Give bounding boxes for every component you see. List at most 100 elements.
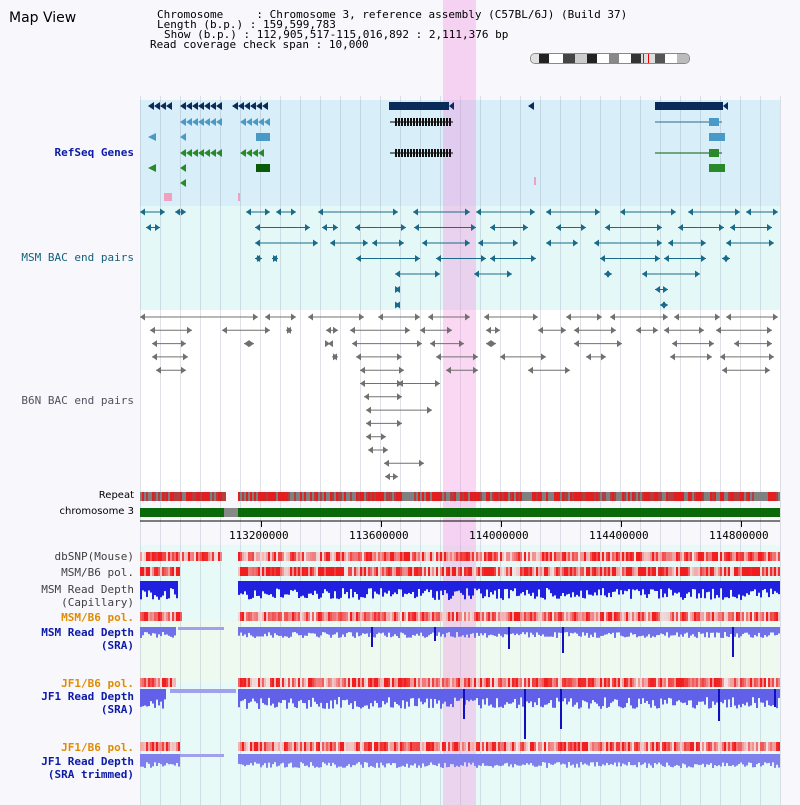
b6n-bac-pair: [417, 340, 422, 348]
polymorphism-cell: [440, 567, 442, 576]
read-depth-bar: [290, 754, 292, 763]
polymorphism-cell: [558, 742, 560, 751]
chromosome-ideogram[interactable]: [530, 53, 690, 64]
polymorphism-cell: [448, 567, 450, 576]
polymorphism-cell: [598, 612, 600, 621]
read-depth-bar: [388, 627, 390, 633]
polymorphism-cell: [554, 567, 556, 576]
read-depth-bar: [660, 754, 662, 765]
msm-bac-pair: [273, 255, 278, 262]
read-depth-bar: [440, 581, 442, 591]
polymorphism-cell: [254, 742, 256, 751]
read-depth-bar: [336, 627, 338, 633]
polymorphism-cell: [266, 742, 268, 751]
track-label-repeat[interactable]: Repeat: [98, 490, 134, 501]
polymorphism-cell: [690, 552, 692, 561]
msm-bac-pair: [688, 208, 693, 216]
b6n-bac-pair: [291, 313, 296, 321]
read-depth-bar: [522, 627, 524, 633]
read-depth-bar: [414, 754, 416, 764]
coverage-value: 10,000: [328, 38, 369, 51]
polymorphism-cell: [272, 678, 274, 687]
track-label-msm-b6-pol-2[interactable]: MSM/B6 pol.: [61, 611, 134, 624]
track-label-jf1-b6-pol-1[interactable]: JF1/B6 pol.: [61, 677, 134, 690]
repeat-block: [678, 492, 680, 501]
b6n-bac-pair: [150, 326, 155, 334]
read-depth-bar: [548, 581, 550, 590]
track-label-jf1-depth-trimmed[interactable]: JF1 Read Depth: [41, 755, 134, 768]
polymorphism-cell: [552, 567, 554, 576]
read-depth-bar: [526, 754, 528, 764]
gene-exon: [407, 149, 409, 157]
msm-bac-pair: [313, 239, 318, 247]
polymorphism-cell: [668, 567, 670, 576]
track-label-b6n-bac[interactable]: B6N BAC end pairs: [21, 394, 134, 407]
polymorphism-cell: [654, 678, 656, 687]
read-depth-bar: [266, 627, 268, 637]
polymorphism-cell: [434, 567, 436, 576]
track-label-jf1-b6-pol-2[interactable]: JF1/B6 pol.: [61, 741, 134, 754]
read-depth-bar: [580, 754, 582, 763]
track-label-msm-b6-pol-1[interactable]: MSM/B6 pol.: [61, 566, 134, 579]
read-depth-bar: [684, 581, 686, 599]
b6n-bac-pair: [287, 326, 292, 334]
read-depth-bar: [420, 754, 422, 768]
read-depth-bar: [158, 627, 160, 635]
repeat-block: [566, 492, 568, 501]
repeat-block: [354, 492, 356, 501]
track-label-msm-depth-sra[interactable]: MSM Read Depth: [41, 626, 134, 639]
polymorphism-cell: [594, 552, 596, 561]
polymorphism-cell: [728, 612, 730, 621]
polymorphism-cell: [278, 567, 280, 576]
polymorphism-cell: [520, 612, 522, 621]
polymorphism-cell: [618, 678, 620, 687]
track-label-msm-bac[interactable]: MSM BAC end pairs: [21, 251, 134, 264]
read-depth-bar: [596, 581, 598, 596]
track-label-jf1-depth-sra[interactable]: JF1 Read Depth: [41, 690, 134, 703]
selection-highlight[interactable]: [443, 0, 476, 805]
read-depth-bar: [364, 581, 366, 598]
b6n-bac-pair: [352, 340, 357, 348]
polymorphism-cell: [450, 678, 452, 687]
polymorphism-cell: [534, 612, 536, 621]
read-depth-bar: [644, 627, 646, 638]
repeat-block: [308, 492, 310, 501]
b6n-bac-pair: [399, 366, 404, 374]
read-depth-bar: [416, 754, 418, 768]
polymorphism-cell: [374, 742, 376, 751]
gene-exon: [252, 118, 258, 126]
polymorphism-cell: [554, 612, 556, 621]
polymorphism-cell: [142, 678, 144, 687]
polymorphism-cell: [294, 612, 296, 621]
polymorphism-cell: [408, 612, 410, 621]
read-depth-bar: [754, 689, 756, 703]
repeat-block: [430, 492, 432, 501]
repeat-block: [334, 492, 336, 501]
read-depth-bar: [306, 627, 308, 636]
repeat-block: [262, 492, 264, 501]
read-depth-bar: [286, 627, 288, 637]
gene-exon: [431, 149, 433, 157]
polymorphism-cell: [406, 552, 408, 561]
read-depth-bar: [742, 754, 744, 765]
polymorphism-cell: [700, 612, 702, 621]
polymorphism-cell: [154, 742, 156, 751]
polymorphism-cell: [300, 678, 302, 687]
read-depth-bar: [686, 754, 688, 768]
track-label-chromosome[interactable]: chromosome 3: [59, 506, 134, 517]
track-label-dbsnp[interactable]: dbSNP(Mouse): [54, 550, 134, 563]
read-depth-bar: [520, 754, 522, 766]
grid-line: [600, 96, 601, 805]
polymorphism-cell: [530, 552, 532, 561]
track-label-refseq[interactable]: RefSeq Genes: [54, 146, 134, 159]
polymorphism-cell: [538, 742, 540, 751]
read-depth-bar: [614, 627, 616, 638]
polymorphism-cell: [316, 678, 318, 687]
track-label-msm-depth-capillary[interactable]: MSM Read Depth: [41, 583, 134, 596]
read-depth-bar: [148, 627, 150, 635]
polymorphism-cell: [278, 612, 280, 621]
polymorphism-cell: [282, 742, 284, 751]
polymorphism-cell: [458, 612, 460, 621]
polymorphism-cell: [294, 678, 296, 687]
